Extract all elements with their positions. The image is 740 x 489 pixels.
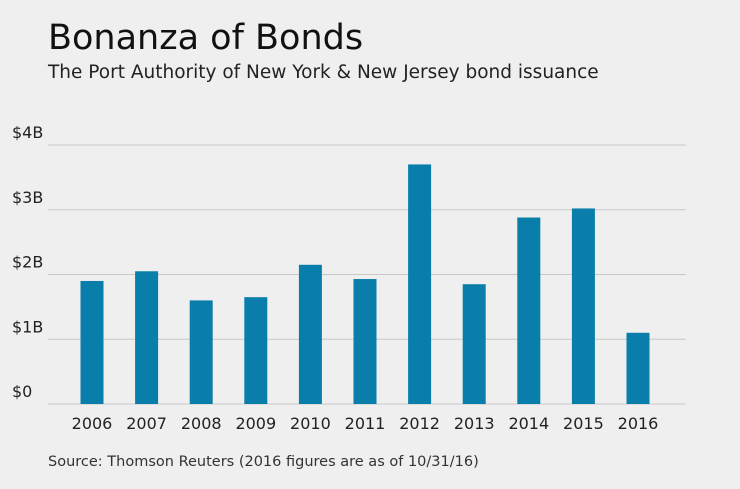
y-tick-label: $2B xyxy=(12,253,43,272)
bar-2010 xyxy=(298,264,322,404)
x-tick-label: 2007 xyxy=(126,414,167,433)
bar-2015 xyxy=(571,208,595,404)
bar-2007 xyxy=(135,271,159,404)
x-tick-label: 2013 xyxy=(454,414,495,433)
x-tick-label: 2008 xyxy=(181,414,222,433)
x-tick-label: 2010 xyxy=(290,414,331,433)
chart-subtitle: The Port Authority of New York & New Jer… xyxy=(48,62,599,83)
x-tick-label: 2016 xyxy=(618,414,659,433)
y-tick-label: $3B xyxy=(12,188,43,207)
y-tick-label: $4B xyxy=(12,123,43,142)
x-tick-label: 2006 xyxy=(72,414,113,433)
x-axis-ticks: 2006 2007 2008 2009 2010 2011 2012 2013 2014 2015… xyxy=(72,414,659,433)
bar-2016 xyxy=(626,332,650,404)
y-axis-ticks: $4B $3B $2B $1B $0 xyxy=(12,123,43,401)
bar-chart: $4B$3B$2B$1B$0 2006 2007 2008 2009 2010 2011 2… xyxy=(12,123,686,433)
bar-2008 xyxy=(189,300,213,404)
bar-2006 xyxy=(80,280,104,404)
bar-2013 xyxy=(462,284,486,404)
bars xyxy=(80,164,650,404)
chart-title: Bonanza of Bonds xyxy=(48,18,364,58)
bar-2012 xyxy=(408,164,432,404)
x-tick-label: 2012 xyxy=(399,414,440,433)
y-tick-label: $0 xyxy=(12,382,32,401)
x-tick-label: 2009 xyxy=(235,414,276,433)
x-tick-label: 2011 xyxy=(345,414,386,433)
bar-2014 xyxy=(517,217,541,404)
x-tick-label: 2015 xyxy=(563,414,604,433)
bar-2011 xyxy=(353,279,377,404)
y-tick-label: $1B xyxy=(12,317,43,336)
source-note: Source: Thomson Reuters (2016 figures ar… xyxy=(48,454,479,470)
x-tick-label: 2014 xyxy=(508,414,549,433)
bar-2009 xyxy=(244,297,268,404)
